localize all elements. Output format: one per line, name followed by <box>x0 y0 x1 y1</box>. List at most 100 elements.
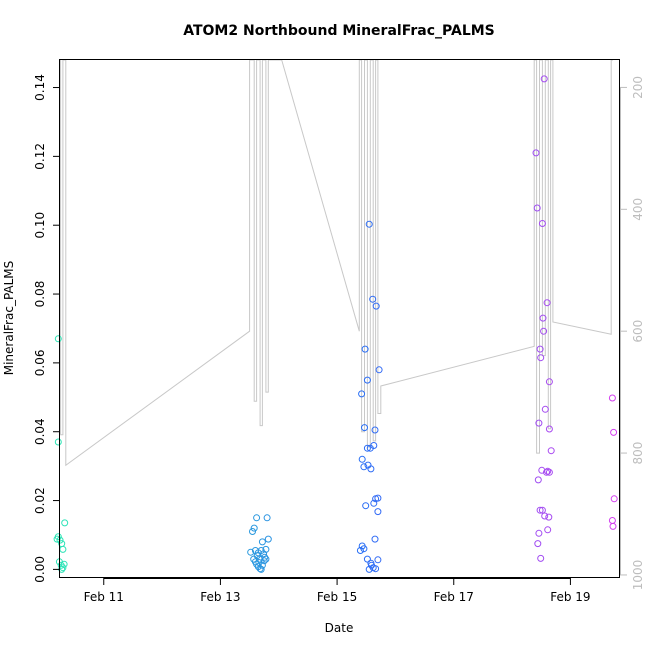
data-point <box>54 335 62 343</box>
data-point <box>253 514 261 522</box>
data-point <box>538 220 546 227</box>
data-point <box>537 554 545 562</box>
data-point <box>264 535 272 543</box>
data-point <box>545 468 553 476</box>
data-point <box>375 366 383 374</box>
data-point <box>370 499 378 507</box>
data-point <box>358 455 366 463</box>
data-point <box>541 405 549 413</box>
data-point <box>261 553 269 561</box>
data-point <box>361 424 368 432</box>
data-point <box>374 494 382 502</box>
data-point <box>610 428 618 436</box>
y2-tick-label: 400 <box>631 198 645 221</box>
y2-tick-label: 200 <box>631 76 645 99</box>
y2-axis: 200 400 600 800 1000 <box>620 76 645 590</box>
data-point <box>535 529 543 537</box>
data-point <box>358 390 366 398</box>
data-point <box>609 522 617 530</box>
data-point <box>360 545 368 553</box>
data-point <box>544 526 552 534</box>
data-point <box>608 394 616 402</box>
data-point <box>536 506 544 514</box>
data-point <box>539 314 547 322</box>
secondary-line-series <box>60 60 613 467</box>
data-point <box>263 514 271 522</box>
data-point <box>54 533 62 541</box>
data-point <box>536 345 544 353</box>
point-series <box>53 75 618 573</box>
chart-title: ATOM2 Northbound MineralFrac_PALMS <box>183 23 495 39</box>
plot-frame <box>59 59 620 578</box>
x-tick-label: Feb 19 <box>550 590 590 604</box>
data-point <box>360 463 368 471</box>
y2-tick-label: 1000 <box>631 560 645 591</box>
data-point <box>544 467 552 475</box>
data-point <box>362 502 370 510</box>
data-point <box>367 465 375 473</box>
y-tick-label: 0.06 <box>33 350 47 377</box>
x-tick-label: Feb 17 <box>434 590 474 604</box>
y2-tick-label: 600 <box>631 320 645 343</box>
secondary-series-line <box>60 60 613 467</box>
data-point <box>533 204 541 212</box>
data-point <box>545 425 553 433</box>
data-point <box>247 548 255 556</box>
data-point <box>540 327 548 335</box>
y-axis: 0.00 0.02 0.04 0.06 0.08 0.10 0.12 0.14 <box>33 74 60 583</box>
data-point <box>537 354 545 362</box>
data-point <box>368 561 375 569</box>
data-point <box>543 468 550 476</box>
data-point <box>543 299 551 307</box>
data-point <box>54 438 62 446</box>
data-point <box>61 519 69 527</box>
data-point <box>545 378 553 386</box>
data-point <box>369 295 377 303</box>
data-point <box>374 508 382 516</box>
data-point <box>534 476 542 484</box>
data-point <box>540 75 548 83</box>
data-point <box>363 444 371 452</box>
data-point <box>366 444 374 452</box>
data-point <box>258 538 266 546</box>
data-point <box>371 535 379 543</box>
y-tick-label: 0.04 <box>33 418 47 445</box>
y-tick-label: 0.08 <box>33 281 47 308</box>
y2-tick-label: 800 <box>631 442 645 465</box>
data-point <box>363 555 371 563</box>
x-axis-label: Date <box>325 621 354 635</box>
x-tick-label: Feb 15 <box>317 590 357 604</box>
data-point <box>249 528 256 535</box>
data-point <box>547 447 555 455</box>
data-point <box>538 506 546 514</box>
data-point <box>262 545 270 553</box>
data-point <box>534 540 542 548</box>
data-point <box>608 517 616 524</box>
x-tick-label: Feb 11 <box>84 590 124 604</box>
data-point <box>262 555 270 563</box>
data-point <box>610 495 618 503</box>
y-tick-label: 0.14 <box>33 74 47 101</box>
y-tick-label: 0.00 <box>33 556 47 583</box>
data-point <box>257 565 265 573</box>
data-point <box>532 149 540 157</box>
data-point <box>545 513 553 521</box>
data-point <box>535 419 543 427</box>
data-point <box>255 559 263 566</box>
y-axis-label: MineralFrac_PALMS <box>2 261 16 376</box>
data-point <box>356 547 364 554</box>
data-point <box>363 376 371 384</box>
data-point <box>541 512 549 520</box>
data-point <box>59 545 67 553</box>
data-point <box>365 220 373 228</box>
data-point <box>365 565 373 573</box>
data-point <box>250 524 258 532</box>
x-tick-label: Feb 13 <box>200 590 240 604</box>
data-point <box>372 302 380 310</box>
y-tick-label: 0.02 <box>33 487 47 514</box>
x-axis: Feb 11 Feb 13 Feb 15 Feb 17 Feb 19 <box>84 578 591 604</box>
data-point <box>361 345 369 353</box>
data-point <box>371 426 379 434</box>
y-tick-label: 0.10 <box>33 212 47 239</box>
